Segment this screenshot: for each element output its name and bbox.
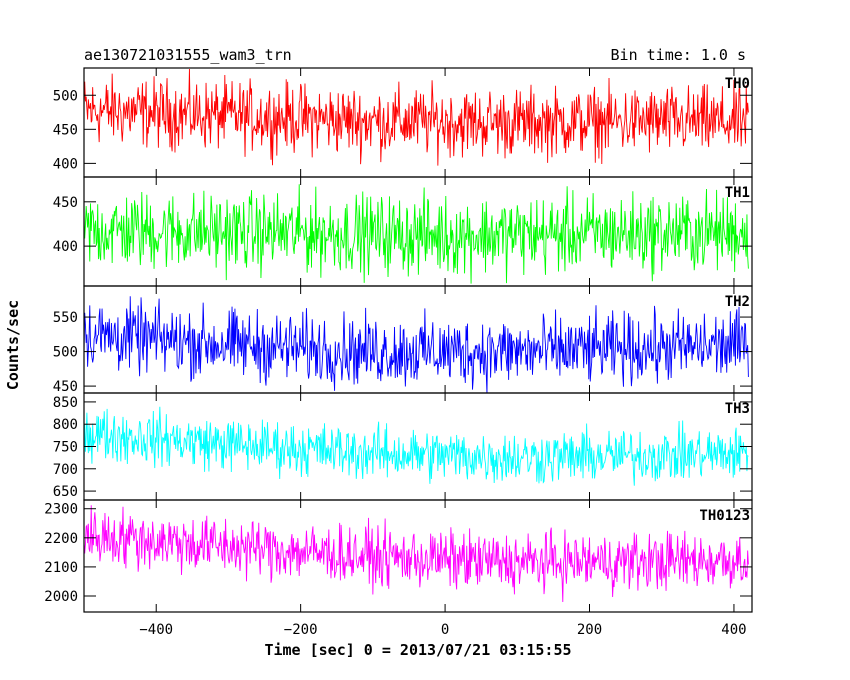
panel-th0: 400 450 500 TH0 [53, 67, 753, 178]
series-line-th2 [84, 296, 749, 393]
panels-group: 400 450 500 TH0 400 450 TH1 450 500 550 TH2 650 700 7… [44, 67, 753, 613]
panel-th0123: 2000 2100 2200 2300 TH0123 [44, 499, 753, 613]
y-axis-label: Counts/sec [4, 300, 22, 390]
y-tick-label: 500 [53, 345, 78, 361]
y-tick-label: 550 [53, 310, 78, 326]
y-tick-label: 500 [53, 88, 78, 104]
x-tick-label: 0 [441, 622, 449, 638]
panel-label-th2: TH2 [725, 294, 750, 310]
panel-frame [83, 285, 753, 394]
chart-title-left: ae130721031555_wam3_trn [84, 46, 292, 64]
panel-label-th0123: TH0123 [699, 508, 750, 524]
y-tick-label: 750 [53, 440, 78, 456]
y-tick-label: 800 [53, 417, 78, 433]
panel-label-th1: TH1 [725, 185, 750, 201]
x-axis: −400 −200 0 200 400 [139, 622, 746, 638]
x-tick-label: −400 [139, 622, 173, 638]
y-tick-label: 2100 [44, 560, 78, 576]
y-tick-label: 450 [53, 122, 78, 138]
x-tick-label: −200 [284, 622, 318, 638]
y-tick-label: 2000 [44, 589, 78, 605]
panel-th2: 450 500 550 TH2 [53, 285, 753, 395]
panel-label-th3: TH3 [725, 401, 750, 417]
y-tick-label: 450 [53, 379, 78, 395]
y-tick-label: 650 [53, 484, 78, 500]
x-tick-label: 200 [577, 622, 602, 638]
x-axis-label: Time [sec] 0 = 2013/07/21 03:15:55 [264, 641, 571, 659]
series-line-th3 [84, 406, 749, 486]
series-line-th1 [84, 184, 749, 284]
y-tick-label: 400 [53, 239, 78, 255]
y-tick-label: 2200 [44, 531, 78, 547]
x-tick-label: 400 [721, 622, 746, 638]
series-line-th0123 [84, 505, 749, 603]
y-tick-label: 700 [53, 462, 78, 478]
y-tick-label: 450 [53, 195, 78, 211]
chart-title-right: Bin time: 1.0 s [611, 46, 746, 64]
y-tick-label: 400 [53, 156, 78, 172]
panel-th3: 650 700 750 800 850 TH3 [53, 392, 753, 501]
panel-label-th0: TH0 [725, 76, 750, 92]
panel-th1: 400 450 TH1 [53, 176, 753, 287]
y-tick-label: 850 [53, 395, 78, 411]
y-tick-label: 2300 [44, 502, 78, 518]
series-line-th0 [84, 68, 749, 166]
panel-frame [83, 499, 753, 613]
